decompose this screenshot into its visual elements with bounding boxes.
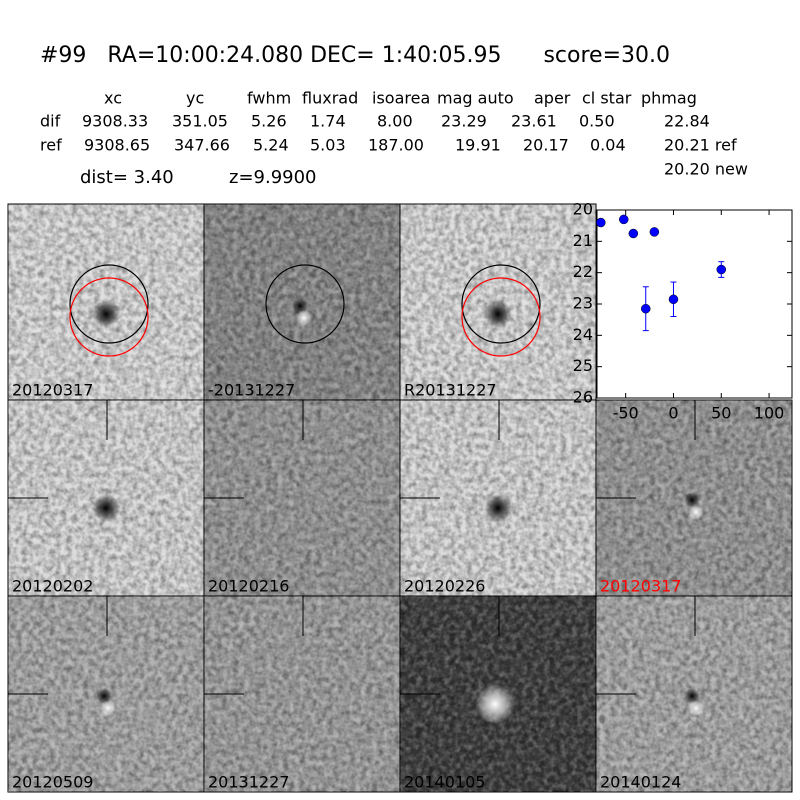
stamp-grid: 20120317 -20131227 R20131227 20120202 201202… xyxy=(7,203,793,793)
column-header: mag auto xyxy=(437,89,514,108)
column-header: yc xyxy=(186,89,204,108)
y-tick-label: 21 xyxy=(573,231,593,250)
cell: 22.84 xyxy=(664,112,710,131)
x-tick-label: 50 xyxy=(711,404,731,423)
cell: 5.03 xyxy=(310,136,346,155)
aperture xyxy=(265,264,345,344)
point xyxy=(619,214,629,225)
source xyxy=(688,504,704,520)
source xyxy=(296,310,312,326)
source xyxy=(475,684,515,724)
cell: 0.04 xyxy=(590,136,626,155)
cell: 20.20 new xyxy=(664,160,748,179)
stamp-label: 20120317 xyxy=(12,381,93,400)
redshift: z=9.9900 xyxy=(229,167,317,188)
aperture xyxy=(69,264,149,344)
column-header: cl star xyxy=(582,89,632,108)
source xyxy=(92,494,120,522)
column-header: fwhm xyxy=(247,89,291,108)
y-tick-label: 24 xyxy=(573,325,593,344)
source xyxy=(484,494,512,522)
point xyxy=(596,217,606,228)
cell: 8.00 xyxy=(377,112,413,131)
cell: 351.05 xyxy=(172,112,228,131)
y-tick-label: 26 xyxy=(573,388,593,407)
point xyxy=(716,264,727,275)
stamp-label: 20131227 xyxy=(208,773,289,792)
point xyxy=(649,227,660,237)
cell: 5.24 xyxy=(253,136,289,155)
info-table: xc yc fwhm fluxrad isoarea mag auto aper cl sta… xyxy=(40,89,748,189)
column-header: isoarea xyxy=(372,89,430,108)
plot-area xyxy=(596,209,793,399)
stamp-label: -20131227 xyxy=(208,381,295,400)
y-tick-label: 20 xyxy=(573,200,593,219)
cell: 1.74 xyxy=(310,112,346,131)
column-header: aper xyxy=(534,89,571,108)
stamp-label: 20120216 xyxy=(208,577,289,596)
light-curve: 20 21 22 23 24 25 26 -50 0 50 100 xyxy=(573,200,793,423)
source xyxy=(484,300,512,328)
cell: 187.00 xyxy=(368,136,424,155)
cell: 19.91 xyxy=(455,136,501,155)
cell: 347.66 xyxy=(174,136,230,155)
cell: 0.50 xyxy=(579,112,615,131)
x-tick-label: 100 xyxy=(754,404,785,423)
cell: dif xyxy=(40,112,61,131)
cell: 5.26 xyxy=(251,112,287,131)
column-header: fluxrad xyxy=(302,89,358,108)
aperture xyxy=(461,264,541,344)
title: #99 RA=10:00:24.080 DEC= 1:40:05.95 scor… xyxy=(40,43,670,68)
cell: 23.29 xyxy=(441,112,487,131)
source xyxy=(100,700,116,716)
source xyxy=(688,700,704,716)
y-tick-label: 23 xyxy=(573,294,593,313)
point xyxy=(628,228,639,239)
column-header: phmag xyxy=(641,89,697,108)
point xyxy=(641,303,651,314)
source xyxy=(92,300,120,328)
column-header: xc xyxy=(104,89,122,108)
y-tick-label: 25 xyxy=(573,356,593,375)
cell: 20.21 ref xyxy=(664,136,737,155)
stamp-label: R20131227 xyxy=(404,381,497,400)
aperture xyxy=(461,277,541,357)
stamp-label: 20120509 xyxy=(12,773,93,792)
stamp-label: 20120202 xyxy=(12,577,93,596)
y-tick-label: 22 xyxy=(573,262,593,281)
x-tick-label: -50 xyxy=(613,404,639,423)
stamp-label: 20140124 xyxy=(600,773,681,792)
cell: 9308.33 xyxy=(82,112,148,131)
aperture xyxy=(69,277,149,357)
point xyxy=(668,294,679,305)
cell: 23.61 xyxy=(511,112,557,131)
stamp-label: 20120226 xyxy=(404,577,485,596)
distance: dist= 3.40 xyxy=(80,167,174,188)
cell: 20.17 xyxy=(523,136,569,155)
cell: 9308.65 xyxy=(84,136,150,155)
cell: ref xyxy=(40,136,62,155)
stamp-label: 20140105 xyxy=(404,773,485,792)
stamp-label: 20120317 xyxy=(600,577,681,596)
x-tick-label: 0 xyxy=(668,404,678,423)
